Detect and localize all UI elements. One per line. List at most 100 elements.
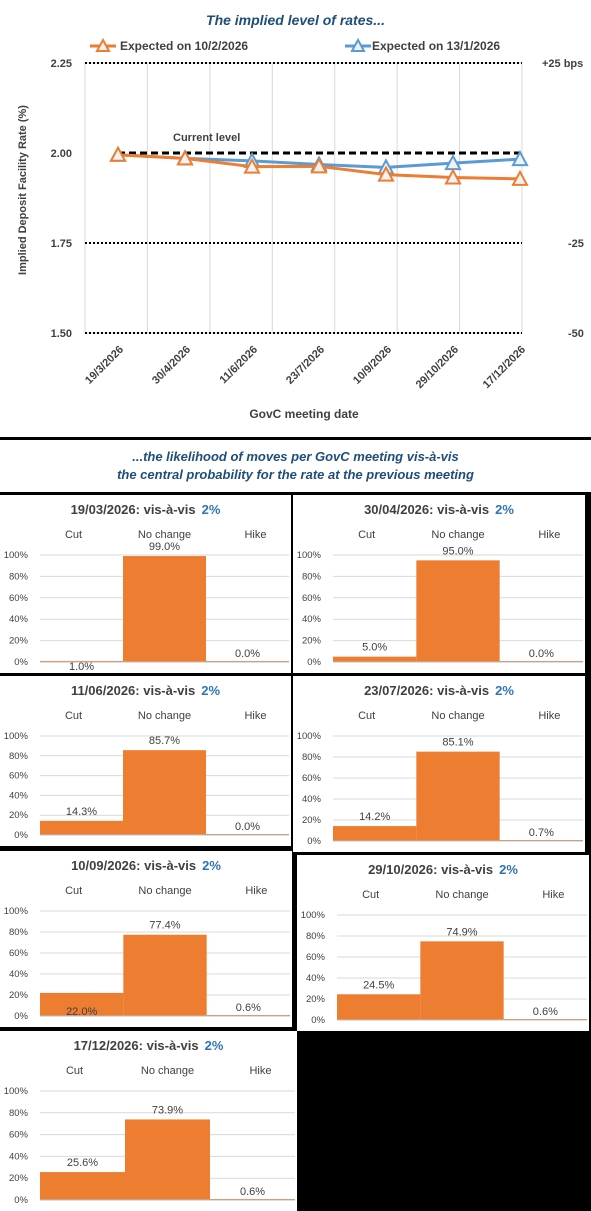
category-label: Cut bbox=[362, 889, 380, 901]
data-label: 14.2% bbox=[359, 811, 390, 823]
y-tick-label: 20% bbox=[302, 815, 322, 826]
likelihood-section-header: ...the likelihood of moves per GovC meet… bbox=[0, 440, 591, 492]
y-tick-label: 0% bbox=[311, 1015, 325, 1026]
panel-title: 30/04/2026: vis-à-vis 2% bbox=[293, 502, 585, 517]
y-tick-label: 100% bbox=[4, 731, 29, 742]
panel-title: 11/06/2026: vis-à-vis 2% bbox=[0, 683, 291, 698]
data-label: 73.9% bbox=[152, 1104, 183, 1116]
probability-bar bbox=[40, 992, 124, 1016]
y-tick-label: 0% bbox=[14, 830, 28, 841]
category-label: Hike bbox=[538, 529, 561, 541]
probability-bar bbox=[40, 660, 123, 662]
category-label: Cut bbox=[64, 529, 83, 541]
series-point bbox=[511, 169, 529, 186]
data-label: 25.6% bbox=[67, 1157, 98, 1169]
y-tick-label: 20% bbox=[302, 636, 322, 647]
series-point bbox=[243, 157, 261, 174]
category-label: Cut bbox=[358, 529, 376, 541]
data-label: 0.0% bbox=[235, 648, 260, 660]
probability-bar-chart: 0% 20% 40% 60% 80% 100% 25.6% 73.9% 0.6% bbox=[4, 1086, 295, 1206]
data-label: 85.1% bbox=[442, 737, 473, 749]
category-label: Hike bbox=[245, 885, 268, 897]
x-tick-label: 23/7/2026 bbox=[284, 344, 327, 387]
series-point bbox=[109, 145, 127, 162]
data-label: 95.0% bbox=[442, 545, 473, 557]
y-tick-label: 2.25 bbox=[51, 58, 72, 70]
y-tick-label: 40% bbox=[9, 1151, 29, 1162]
y-tick-label: 60% bbox=[306, 952, 326, 963]
probability-bar bbox=[123, 934, 207, 1016]
series-point bbox=[310, 157, 328, 174]
panel-title-date: 23/07/2026: vis-à-vis bbox=[364, 683, 490, 698]
panel-title: 23/07/2026: vis-à-vis 2% bbox=[293, 683, 585, 698]
rates-chart-panel: The implied level of rates... 1.50 1.75 2.… bbox=[0, 0, 591, 437]
x-axis-label: GovC meeting date bbox=[249, 407, 359, 421]
probability-bar bbox=[333, 826, 417, 841]
category-label: Hike bbox=[249, 1065, 272, 1077]
x-tick-label: 30/4/2026 bbox=[150, 344, 193, 387]
data-label: 1.0% bbox=[69, 661, 94, 673]
data-label: 5.0% bbox=[362, 642, 387, 654]
category-label: Hike bbox=[538, 710, 561, 722]
x-tick-label: 29/10/2026 bbox=[414, 344, 461, 391]
probability-bar bbox=[125, 1119, 210, 1200]
data-label: 0.7% bbox=[529, 827, 554, 839]
series-point bbox=[444, 168, 462, 185]
category-label: No change bbox=[435, 889, 489, 901]
probability-panel: 23/07/2026: vis-à-vis 2% Cut No change Hike 0… bbox=[293, 676, 585, 852]
category-label: No change bbox=[138, 885, 192, 897]
y-tick-label: 100% bbox=[301, 910, 326, 921]
y-tick-label: 40% bbox=[306, 973, 326, 984]
y-tick-label: 1.50 bbox=[51, 328, 72, 340]
category-label: No change bbox=[140, 1065, 195, 1077]
probability-panel: 17/12/2026: vis-à-vis 2% Cut No change Hike 0… bbox=[0, 1031, 297, 1211]
x-tick-label: 11/6/2026 bbox=[217, 344, 260, 387]
data-label: 0.0% bbox=[529, 648, 554, 660]
probability-panel: 29/10/2026: vis-à-vis 2% Cut No change Hike 0… bbox=[297, 855, 589, 1031]
y-tick-label: 80% bbox=[302, 571, 322, 582]
probability-bar-chart: 0% 20% 40% 60% 80% 100% 24.5% 74.9% 0.6% bbox=[301, 910, 587, 1026]
y-tick-label: 80% bbox=[302, 752, 322, 763]
panel-title-date: 11/06/2026: vis-à-vis bbox=[70, 683, 196, 698]
bps-label: -50 bbox=[568, 328, 584, 340]
y-tick-label: 80% bbox=[9, 927, 29, 938]
y-tick-label: 80% bbox=[306, 931, 326, 942]
rates-line-chart: 1.50 1.75 2.00 2.25 Current level +25 bps -25 -… bbox=[17, 37, 584, 421]
panel-title-rate: 2% bbox=[499, 862, 518, 877]
bps-label: +25 bps bbox=[542, 58, 583, 70]
y-tick-label: 2.00 bbox=[51, 148, 72, 160]
category-label: Hike bbox=[244, 529, 267, 541]
data-label: 77.4% bbox=[149, 920, 180, 932]
likelihood-title-line1: ...the likelihood of moves per GovC meet… bbox=[132, 449, 459, 464]
category-label: Cut bbox=[358, 710, 376, 722]
probability-bar bbox=[420, 941, 504, 1020]
probability-bar bbox=[337, 994, 421, 1020]
y-tick-label: 80% bbox=[9, 571, 29, 582]
probability-panel: 19/03/2026: vis-à-vis 2% Cut No change Hike 0… bbox=[0, 495, 291, 673]
probability-bar bbox=[416, 560, 500, 662]
category-label: Hike bbox=[244, 710, 267, 722]
current-level-label: Current level bbox=[173, 132, 240, 144]
y-tick-label: 60% bbox=[9, 771, 29, 782]
series-point bbox=[176, 149, 194, 166]
probability-bar-chart: 0% 20% 40% 60% 80% 100% 1.0% 99.0% 0.0% bbox=[4, 541, 289, 673]
x-tick-label: 10/9/2026 bbox=[351, 344, 394, 387]
y-tick-label: 40% bbox=[9, 790, 29, 801]
y-tick-label: 40% bbox=[302, 794, 322, 805]
panel-title-rate: 2% bbox=[204, 1038, 224, 1053]
series-point bbox=[511, 150, 529, 167]
y-tick-label: 0% bbox=[14, 1195, 28, 1206]
panel-title-rate: 2% bbox=[202, 858, 221, 873]
category-label: Cut bbox=[65, 885, 83, 897]
y-tick-label: 100% bbox=[4, 906, 29, 917]
y-tick-label: 80% bbox=[9, 751, 29, 762]
y-tick-label: 100% bbox=[4, 1086, 29, 1097]
panel-title-date: 17/12/2026: vis-à-vis bbox=[73, 1038, 199, 1053]
y-tick-label: 100% bbox=[4, 550, 29, 561]
y-tick-label: 0% bbox=[307, 657, 321, 668]
y-tick-label: 20% bbox=[9, 1173, 29, 1184]
category-label: No change bbox=[431, 529, 485, 541]
probability-bar bbox=[123, 556, 206, 662]
legend-marker bbox=[350, 37, 366, 52]
y-tick-label: 60% bbox=[9, 593, 29, 604]
